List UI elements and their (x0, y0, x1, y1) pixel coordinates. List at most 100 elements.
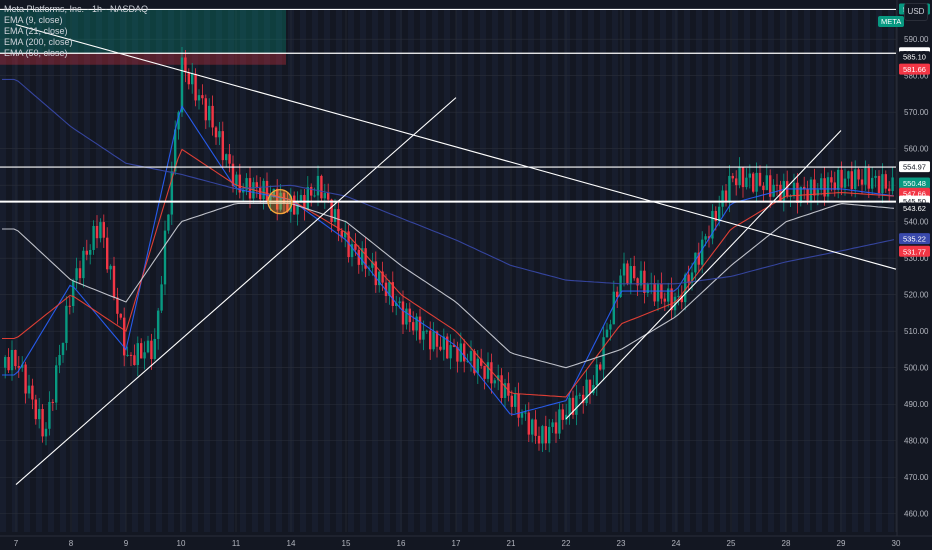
ema-lines (2, 78, 895, 415)
candle-body (551, 422, 554, 427)
session-band (780, 10, 786, 532)
session-band (420, 10, 426, 532)
candle-body (61, 342, 65, 355)
candle-body (412, 322, 415, 331)
candle-body (320, 175, 323, 199)
candle-body (112, 265, 116, 298)
candle-body (874, 175, 877, 178)
candle-body (585, 379, 588, 404)
candle-body (820, 178, 823, 190)
candle-body (160, 284, 163, 311)
session-band (24, 10, 30, 532)
session-band (0, 10, 6, 532)
session-band (660, 10, 666, 532)
session-band (12, 10, 18, 532)
candle-body (643, 270, 646, 294)
session-band (396, 10, 402, 532)
candle-body (44, 428, 48, 437)
candle-body (55, 365, 58, 403)
candle-body (340, 231, 343, 238)
session-band (672, 10, 678, 532)
candle-body (330, 199, 333, 222)
session-band (36, 10, 42, 532)
candle-body (497, 375, 500, 381)
candle-body (850, 171, 853, 189)
candle-body (728, 175, 731, 202)
candle-body (316, 175, 320, 196)
candle-body (85, 250, 88, 255)
x-tick-label: 28 (782, 539, 791, 548)
candle-body (813, 179, 816, 196)
candle-body (242, 189, 245, 193)
candle-body (167, 214, 170, 231)
candle-body (833, 182, 836, 190)
candle-body (333, 209, 337, 222)
price-tag-label: 550.48 (903, 179, 926, 188)
symbol-tag: META (878, 16, 905, 27)
session-band (768, 10, 774, 532)
candle-body (823, 178, 826, 197)
candle-body (153, 338, 156, 360)
candle-body (310, 186, 313, 196)
legend-ema-50[interactable]: EMA (50, close) (4, 48, 68, 58)
legend-ema-9[interactable]: EMA (9, close) (4, 15, 63, 25)
candle-body (133, 355, 136, 366)
candle-body (490, 362, 493, 384)
candle-body (867, 168, 870, 189)
candle-body (119, 313, 122, 318)
candle-body (31, 385, 34, 400)
candle-body (442, 336, 445, 350)
candle-body (571, 397, 575, 415)
session-band (216, 10, 222, 532)
candle-body (449, 345, 452, 359)
candle-body (616, 291, 619, 298)
candle-body (527, 412, 530, 435)
candle-body (106, 237, 109, 270)
candle-body (398, 301, 401, 303)
drawings[interactable] (0, 8, 897, 485)
legend-ema-21[interactable]: EMA (21, close) (4, 26, 68, 36)
x-tick-label: 11 (232, 539, 241, 548)
candle-body (714, 210, 717, 222)
price-tag-label: 554.97 (903, 163, 926, 172)
candle-body (718, 206, 721, 222)
y-tick-label: 570.00 (904, 108, 929, 117)
candle-body (221, 131, 224, 161)
candle-body (847, 171, 850, 179)
x-tick-label: 17 (452, 539, 461, 548)
candle-body (544, 426, 547, 444)
candle-body (554, 422, 558, 434)
session-band (192, 10, 198, 532)
session-band (876, 10, 882, 532)
candle-body (269, 195, 272, 201)
candle-body (395, 302, 398, 307)
candle-body (877, 175, 881, 194)
candle-body (452, 345, 456, 348)
candle-body (809, 179, 813, 201)
candle-body (388, 282, 391, 297)
candle-body (517, 393, 520, 418)
candle-body (439, 346, 442, 350)
x-tick-label: 21 (507, 539, 516, 548)
candle-body (378, 271, 381, 286)
candle-body (663, 298, 666, 302)
candle-body (568, 397, 571, 415)
candle-body (541, 426, 544, 444)
candle-body (102, 222, 105, 238)
candle-body (180, 57, 184, 113)
candle-body (857, 169, 860, 180)
candle-body (425, 330, 428, 332)
candle-body (89, 249, 92, 255)
candle-body (619, 275, 622, 298)
session-band (228, 10, 234, 532)
candle-body (187, 72, 190, 85)
candle-body (218, 131, 221, 138)
legend-ema-200[interactable]: EMA (200, close) (4, 37, 73, 47)
candle-body (82, 250, 85, 279)
price-tag-label: 547.66 (903, 189, 926, 198)
session-band (72, 10, 78, 532)
candle-body (469, 351, 473, 361)
currency-button[interactable]: USD (904, 3, 928, 21)
session-band (600, 10, 606, 532)
